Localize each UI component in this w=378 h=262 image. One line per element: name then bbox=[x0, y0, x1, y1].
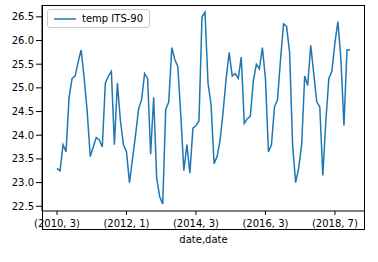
svg-text:24.5: 24.5 bbox=[12, 106, 34, 117]
svg-text:date,date: date,date bbox=[179, 234, 227, 245]
svg-text:(2018, 7): (2018, 7) bbox=[312, 218, 358, 229]
svg-text:26.0: 26.0 bbox=[12, 35, 34, 46]
svg-text:25.0: 25.0 bbox=[12, 82, 34, 93]
svg-text:24.0: 24.0 bbox=[12, 130, 34, 141]
svg-text:(2012, 1): (2012, 1) bbox=[103, 218, 149, 229]
svg-text:26.5: 26.5 bbox=[12, 11, 34, 22]
svg-text:25.5: 25.5 bbox=[12, 59, 34, 70]
html-text:temp ITS-90: temp ITS-90 bbox=[82, 13, 144, 24]
svg-text:(2010, 3): (2010, 3) bbox=[34, 218, 80, 229]
svg-text:23.0: 23.0 bbox=[12, 177, 34, 188]
svg-text:(2014, 3): (2014, 3) bbox=[173, 218, 219, 229]
svg-text:(2016, 3): (2016, 3) bbox=[242, 218, 288, 229]
svg-text:22.5: 22.5 bbox=[12, 201, 34, 212]
svg-text:23.5: 23.5 bbox=[12, 153, 34, 164]
